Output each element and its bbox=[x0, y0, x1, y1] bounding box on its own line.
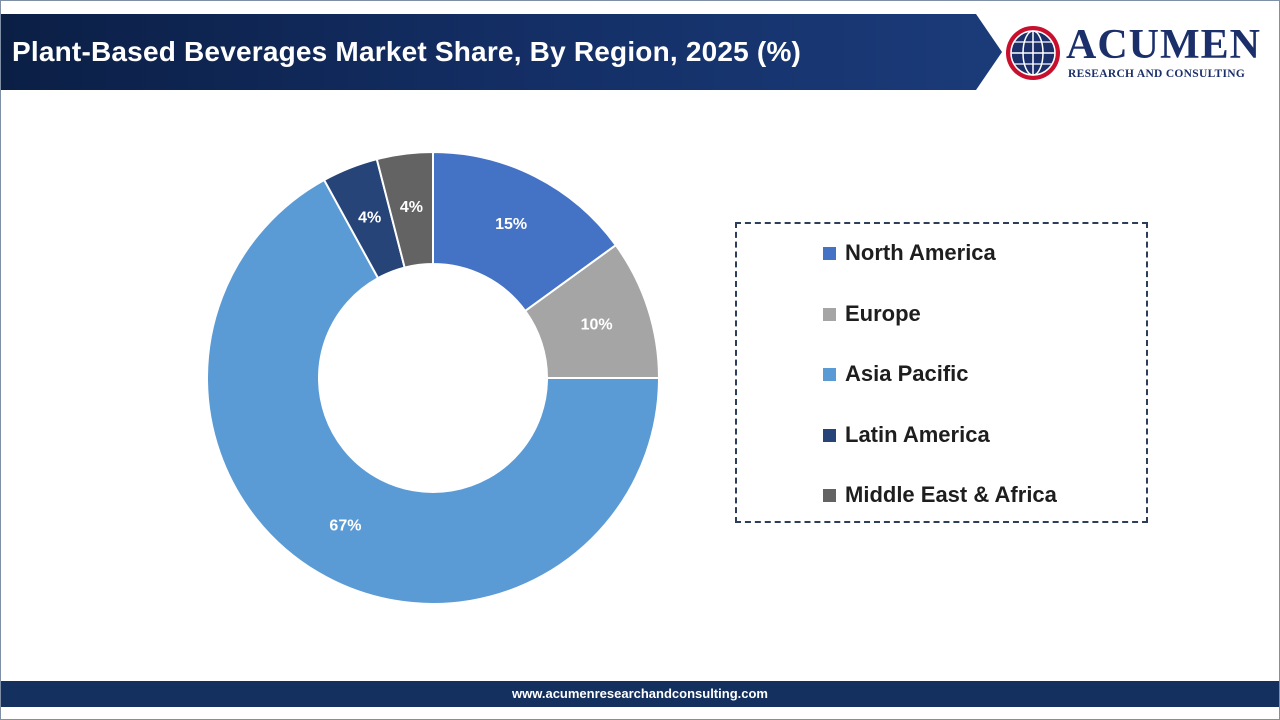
slice-label-asia-pacific: 67% bbox=[329, 518, 361, 535]
globe-icon bbox=[1006, 26, 1060, 80]
legend-item-middle-east-africa: Middle East & Africa bbox=[823, 480, 1057, 510]
legend-label-europe: Europe bbox=[845, 301, 921, 326]
legend-swatch-asia-pacific bbox=[823, 367, 836, 381]
donut-chart: 15% 10% 67% 4% 4% bbox=[206, 150, 661, 605]
chart-legend: North America Europe Asia Pacific Latin Ame… bbox=[735, 222, 1148, 523]
legend-item-latin-america: Latin America bbox=[823, 420, 990, 450]
legend-swatch-latin-america bbox=[823, 428, 836, 442]
slice-label-north-america: 15% bbox=[495, 216, 527, 233]
legend-item-europe: Europe bbox=[823, 299, 921, 329]
legend-swatch-north-america bbox=[823, 246, 836, 260]
slice-label-europe: 10% bbox=[581, 316, 613, 333]
slice-label-middle-east-africa: 4% bbox=[400, 199, 423, 216]
slice-middle-east-africa bbox=[375, 150, 434, 269]
legend-item-asia-pacific: Asia Pacific bbox=[823, 359, 969, 389]
legend-item-north-america: North America bbox=[823, 238, 996, 268]
title-banner-arrow bbox=[976, 14, 1002, 90]
chart-title: Plant-Based Beverages Market Share, By R… bbox=[12, 36, 802, 67]
legend-label-middle-east-africa: Middle East & Africa bbox=[845, 482, 1057, 507]
slice-north-america bbox=[432, 150, 618, 313]
legend-label-asia-pacific: Asia Pacific bbox=[845, 361, 969, 386]
legend-label-north-america: North America bbox=[845, 240, 996, 265]
legend-swatch-middle-east-africa bbox=[823, 488, 836, 502]
title-banner bbox=[1, 14, 976, 90]
logo-tagline: RESEARCH AND CONSULTING bbox=[1068, 68, 1246, 80]
legend-swatch-europe bbox=[823, 307, 836, 321]
footer-url: www.acumenresearchandconsulting.com bbox=[1, 681, 1279, 707]
company-logo: ACUMEN RESEARCH AND CONSULTING bbox=[1004, 20, 1266, 86]
logo-name: ACUMEN bbox=[1066, 22, 1261, 68]
slice-label-latin-america: 4% bbox=[358, 210, 381, 227]
legend-label-latin-america: Latin America bbox=[845, 422, 990, 447]
slice-asia-pacific bbox=[206, 178, 661, 605]
